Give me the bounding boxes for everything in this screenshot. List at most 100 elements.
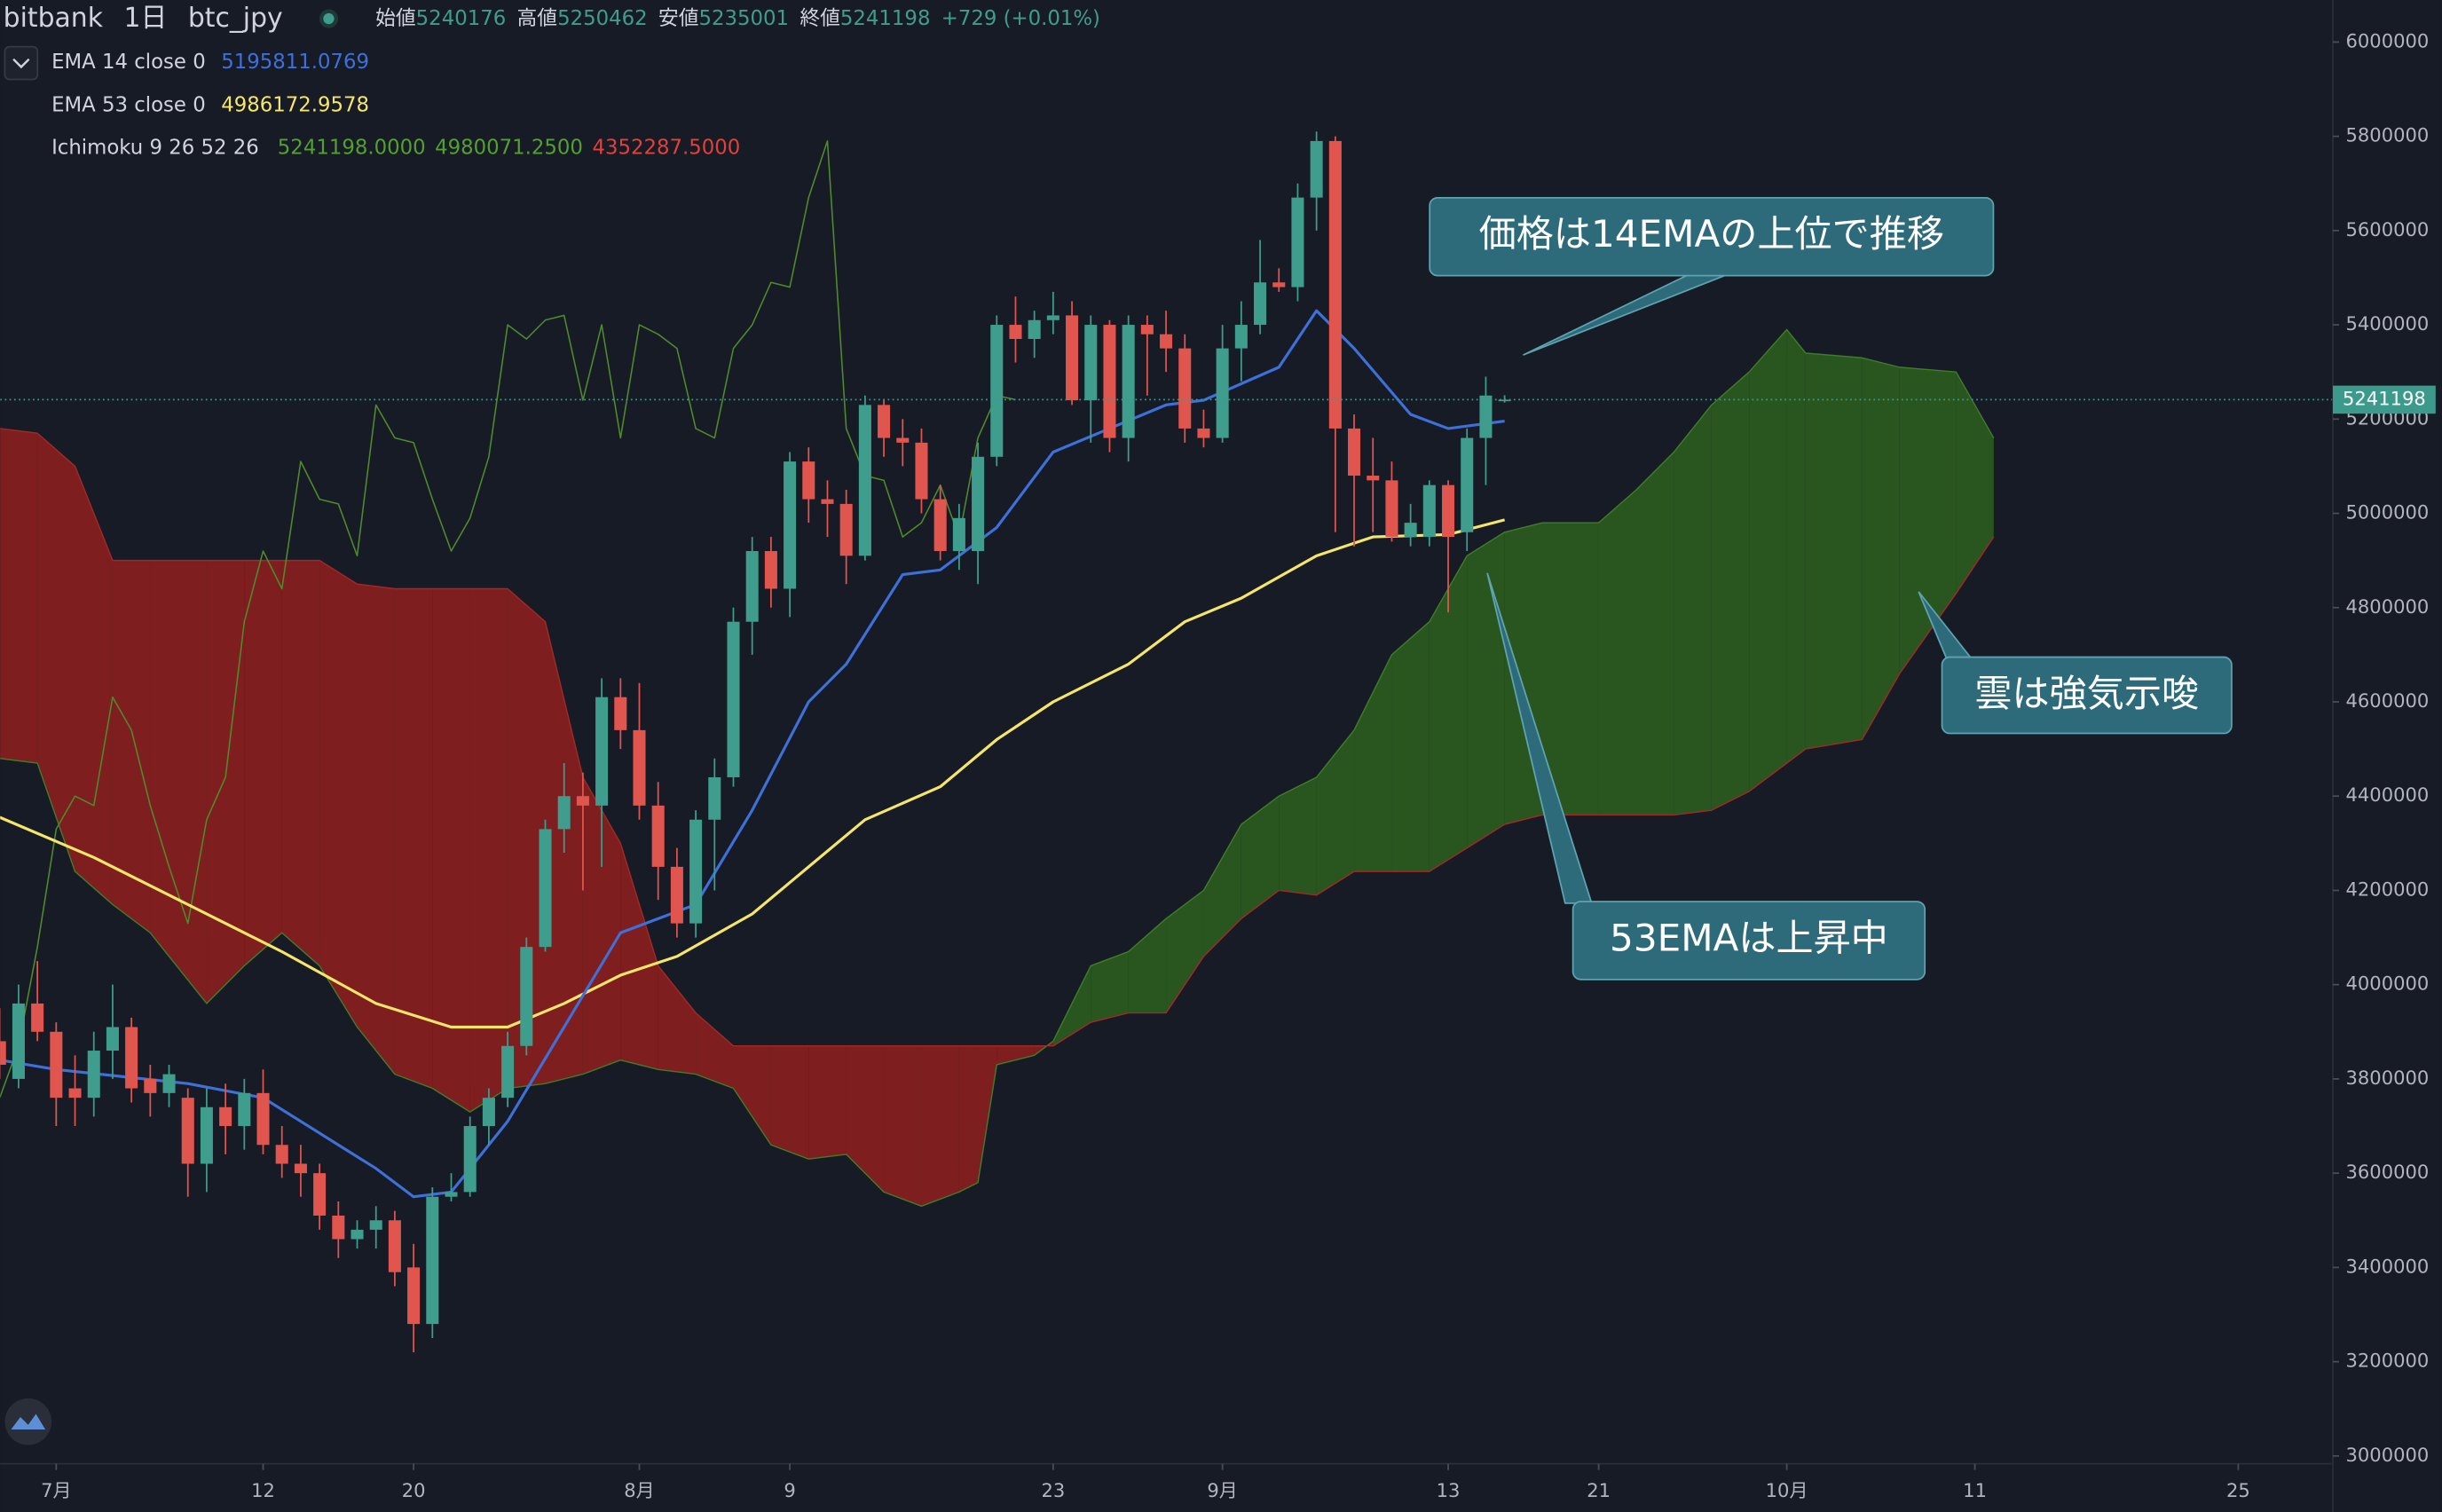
cloud-segment xyxy=(1203,824,1241,957)
legend-value: 5241198.0000 xyxy=(278,136,426,159)
callout-text: 53EMAは上昇中 xyxy=(1610,916,1888,959)
callout: 雲は強気示唆 xyxy=(1918,591,2233,735)
cloud-segment xyxy=(1786,329,1806,764)
candle-body xyxy=(614,697,627,730)
status-dot xyxy=(323,12,335,25)
y-tick-label: 4400000 xyxy=(2346,784,2430,806)
cloud-segment xyxy=(244,560,282,966)
candle-body xyxy=(557,796,571,830)
cloud-segment xyxy=(620,843,658,1070)
candle-body xyxy=(200,1106,213,1164)
cloud-segment xyxy=(1128,918,1167,1013)
candle-body xyxy=(1084,325,1098,401)
cloud-segment xyxy=(1391,621,1430,872)
logo-mark xyxy=(11,1414,46,1429)
candle-body xyxy=(633,729,646,806)
cloud-segment xyxy=(996,1045,1035,1065)
cloud-segment xyxy=(357,584,395,1075)
cloud-segment xyxy=(206,560,245,1004)
cloud-segment xyxy=(808,1045,847,1160)
legend-value: 4352287.5000 xyxy=(592,136,740,159)
symbol-header: bitbank 1日 btc_jpy xyxy=(4,3,283,34)
cloud-segment xyxy=(1956,372,1994,594)
candle-body xyxy=(125,1027,138,1089)
candle-body xyxy=(1291,197,1304,287)
cloud-segment xyxy=(1354,654,1392,872)
candle-body xyxy=(1046,315,1060,320)
ohlc-value: 5241198 xyxy=(840,7,931,30)
candle-body xyxy=(332,1215,345,1240)
last-price-label: 5241198 xyxy=(2343,387,2426,409)
candle-body xyxy=(896,437,910,443)
x-tick-label: 13 xyxy=(1437,1479,1461,1501)
candle-body xyxy=(1310,140,1323,198)
cloud-segment xyxy=(319,560,358,1028)
y-tick-label: 4200000 xyxy=(2346,878,2430,900)
candle-body xyxy=(1234,325,1248,349)
legend-name: EMA 14 close 0 xyxy=(51,51,206,74)
callout-box xyxy=(1941,656,2233,735)
legend-toggle[interactable] xyxy=(4,45,39,81)
candle-body xyxy=(162,1074,176,1093)
candle-body xyxy=(1178,348,1192,429)
span-b-line xyxy=(0,428,1995,1047)
candle-body xyxy=(313,1173,327,1216)
candle-body xyxy=(1422,484,1436,538)
legend: EMA 14 close 0 5195811.0769 EMA 53 close 0… xyxy=(51,51,740,160)
candle-body xyxy=(1328,140,1342,429)
candle-body xyxy=(501,1045,515,1099)
y-tick-label: 3400000 xyxy=(2346,1255,2430,1277)
chevron-icon xyxy=(12,58,30,69)
logo[interactable] xyxy=(4,1398,52,1445)
candle-body xyxy=(445,1192,458,1197)
candle-body xyxy=(595,697,609,806)
candle-body xyxy=(1140,325,1154,335)
candle-body xyxy=(1009,325,1022,340)
candle-body xyxy=(1028,319,1041,340)
candle-body xyxy=(670,866,683,924)
candle-body xyxy=(31,1003,44,1032)
y-tick-label: 5400000 xyxy=(2346,312,2430,335)
cloud-segment xyxy=(1862,358,1900,740)
candle-body xyxy=(407,1267,421,1325)
cloud-segment xyxy=(696,1012,734,1089)
candle-body xyxy=(68,1088,82,1099)
ohlc-value: 5250462 xyxy=(557,7,648,30)
ohlc-label: 高値 xyxy=(517,7,558,30)
candle-body xyxy=(351,1229,364,1240)
legend-value: 5195811.0769 xyxy=(221,51,369,74)
candle-body xyxy=(878,405,891,438)
cloud-segment xyxy=(1542,523,1599,815)
x-tick-label: 23 xyxy=(1041,1479,1065,1501)
y-tick-label: 3000000 xyxy=(2346,1444,2430,1466)
legend-row: Ichimoku 9 26 52 26 5241198.0000 4980071.2… xyxy=(51,136,740,159)
cloud-segment xyxy=(1279,776,1317,895)
candle-body xyxy=(839,503,853,556)
y-tick-label: 4800000 xyxy=(2346,595,2430,618)
x-tick-label: 7月 xyxy=(41,1479,71,1501)
legend-name: Ichimoku 9 26 52 26 xyxy=(51,136,259,159)
candle-body xyxy=(238,1092,251,1127)
candle-body xyxy=(990,325,1004,457)
candle-body xyxy=(144,1078,157,1093)
candle-body xyxy=(1216,348,1229,438)
legend-value: 4980071.2500 xyxy=(435,136,583,159)
cloud-segment xyxy=(112,560,151,933)
span-a-line xyxy=(0,328,1995,1208)
ohlc-label: 始値 xyxy=(375,7,416,30)
candle-body xyxy=(50,1031,63,1099)
legend-name: EMA 53 close 0 xyxy=(51,93,206,116)
symbol: bitbank xyxy=(4,3,104,34)
candle-body xyxy=(708,776,721,820)
cloud-segment xyxy=(1749,329,1787,791)
candle-body xyxy=(784,461,797,589)
cloud-segment xyxy=(1805,352,1863,750)
cloud-segment xyxy=(846,1045,885,1193)
candle-body xyxy=(1479,395,1493,438)
cloud-segment xyxy=(658,965,697,1075)
cloud-segment xyxy=(1316,729,1355,895)
interval: 1日 xyxy=(124,3,168,34)
cloud-segment xyxy=(958,1045,979,1193)
ohlc-label: 安値 xyxy=(658,7,699,30)
candle-body xyxy=(802,461,815,500)
